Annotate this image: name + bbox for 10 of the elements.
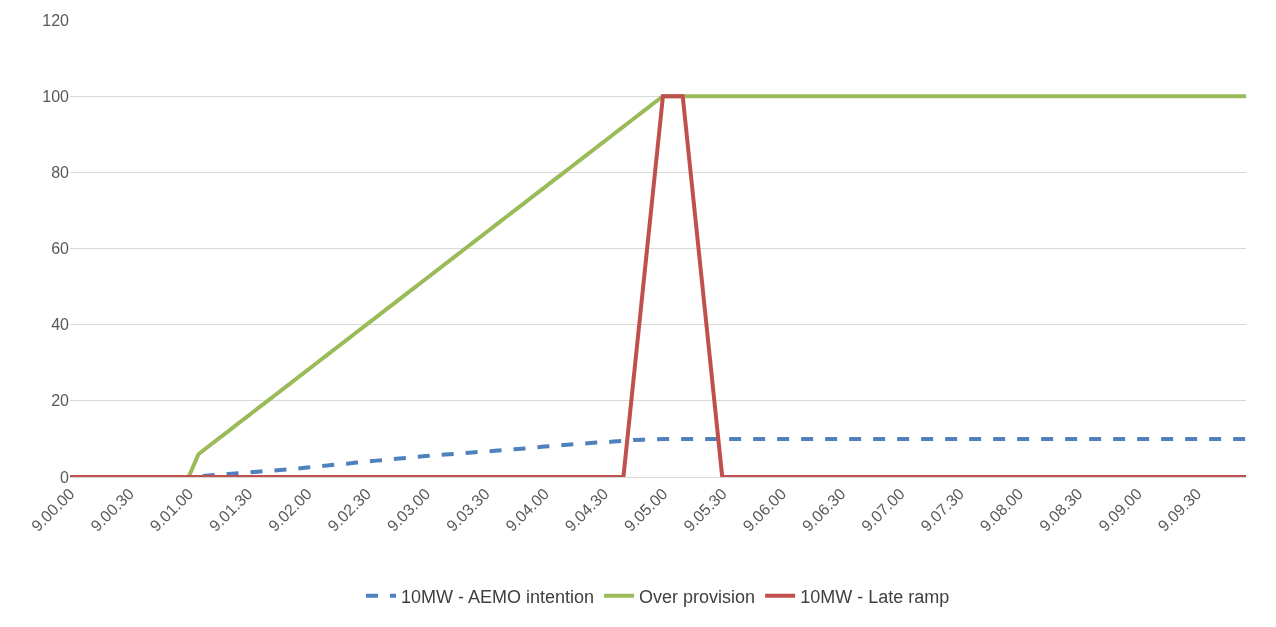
y-tick-label: 40 — [51, 316, 70, 334]
y-tick-label: 100 — [42, 87, 70, 105]
y-tick-label: 0 — [60, 468, 70, 486]
legend-label: 10MW - Late ramp — [800, 586, 950, 607]
legend-label: Over provision — [639, 586, 756, 607]
y-tick-label: 120 — [42, 11, 70, 29]
legend-label: 10MW - AEMO intention — [401, 586, 595, 607]
y-tick-label: 20 — [51, 392, 70, 410]
y-tick-label: 60 — [51, 240, 70, 258]
y-tick-label: 80 — [51, 163, 70, 181]
